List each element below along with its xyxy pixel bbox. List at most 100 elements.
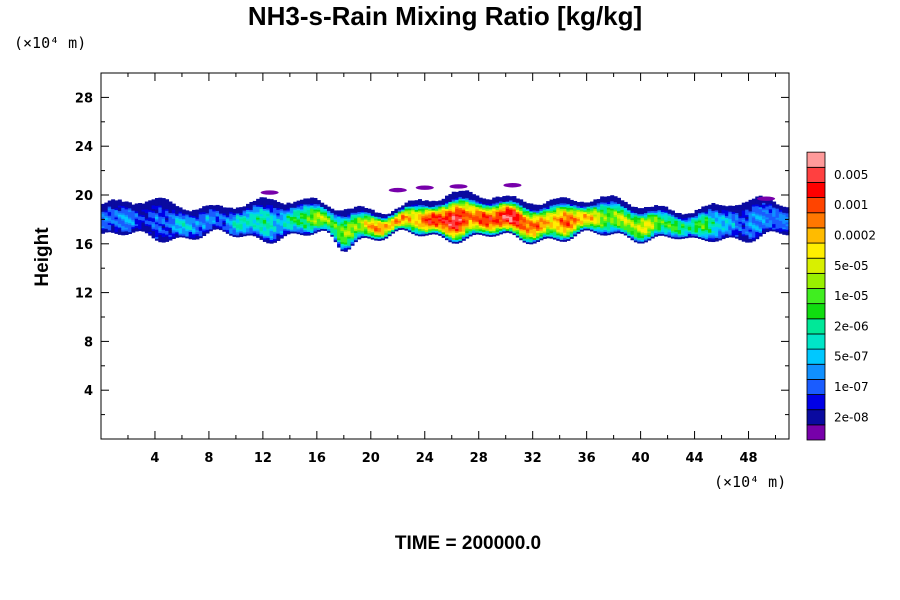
field-cell	[269, 228, 274, 231]
field-cell	[124, 232, 129, 235]
x-tick-label: 48	[739, 451, 757, 466]
field-cell	[330, 212, 335, 215]
field-cell	[455, 202, 460, 206]
field-cell	[296, 220, 301, 224]
field-cell	[633, 216, 638, 219]
field-cell	[347, 239, 352, 243]
field-cell	[286, 215, 291, 218]
field-cell	[117, 205, 122, 208]
field-cell	[262, 237, 267, 241]
field-cell	[131, 210, 136, 213]
field-cell	[714, 207, 719, 211]
field-cell	[495, 214, 500, 218]
field-cell	[391, 212, 396, 216]
field-cell	[333, 237, 338, 241]
field-cell	[283, 208, 288, 211]
field-cell	[478, 230, 483, 234]
field-cell	[198, 226, 203, 229]
field-cell	[471, 230, 476, 234]
field-cell	[235, 207, 240, 210]
field-cell	[468, 217, 473, 220]
field-cell	[724, 230, 729, 233]
field-blob	[415, 185, 434, 190]
field-cell	[620, 200, 625, 203]
field-cell	[515, 200, 520, 203]
field-cell	[347, 228, 352, 232]
field-cell	[434, 212, 439, 215]
field-cell	[289, 218, 294, 221]
field-cell	[330, 219, 335, 223]
field-cell	[266, 215, 271, 218]
field-cell	[519, 237, 524, 241]
field-cell	[458, 205, 463, 208]
field-cell	[603, 218, 608, 221]
field-cell	[687, 213, 692, 216]
field-cell	[161, 203, 166, 206]
field-cell	[259, 235, 264, 239]
field-cell	[269, 200, 274, 204]
field-cell	[306, 198, 311, 201]
field-cell	[202, 224, 207, 227]
field-cell	[337, 232, 342, 235]
field-cell	[657, 220, 662, 224]
field-cell	[431, 202, 436, 206]
field-cell	[721, 227, 726, 230]
field-cell	[633, 239, 638, 243]
field-cell	[161, 234, 166, 238]
contour-field	[101, 183, 790, 252]
field-cell	[640, 228, 645, 231]
field-cell	[559, 206, 564, 209]
field-cell	[205, 209, 210, 212]
field-cell	[556, 218, 561, 221]
field-cell	[445, 228, 449, 232]
field-cell	[701, 233, 706, 237]
field-cell	[670, 228, 675, 232]
field-cell	[684, 219, 689, 222]
field-cell	[424, 213, 429, 216]
field-cell	[421, 230, 426, 233]
field-cell	[657, 211, 662, 214]
field-cell	[114, 213, 119, 216]
field-cell	[212, 221, 217, 225]
field-cell	[711, 219, 716, 222]
field-cell	[768, 219, 773, 223]
field-cell	[708, 212, 713, 215]
field-cell	[546, 228, 551, 231]
field-cell	[475, 226, 480, 230]
field-cell	[256, 209, 261, 213]
y-tick-label: 4	[84, 384, 93, 399]
field-cell	[121, 203, 126, 207]
field-cell	[219, 214, 224, 218]
field-cell	[323, 221, 328, 224]
field-cell	[195, 224, 200, 227]
field-cell	[401, 209, 406, 212]
field-cell	[252, 200, 257, 204]
field-cell	[252, 210, 257, 213]
field-cell	[229, 231, 234, 234]
field-cell	[347, 217, 352, 221]
field-cell	[755, 231, 760, 234]
field-cell	[158, 206, 163, 210]
field-cell	[185, 210, 190, 213]
field-cell	[586, 211, 591, 215]
field-cell	[235, 225, 240, 229]
field-cell	[519, 230, 524, 233]
field-cell	[364, 228, 369, 231]
field-cell	[563, 215, 568, 219]
field-cell	[306, 225, 311, 229]
field-cell	[229, 218, 234, 222]
field-cell	[579, 203, 584, 207]
field-cell	[266, 235, 271, 238]
field-cell	[762, 200, 766, 203]
field-cell	[525, 236, 530, 239]
field-cell	[630, 237, 635, 241]
field-cell	[522, 240, 527, 243]
field-cell	[647, 219, 652, 223]
field-cell	[151, 212, 156, 215]
field-cell	[411, 209, 416, 213]
field-cell	[782, 210, 787, 213]
field-cell	[505, 230, 510, 233]
field-cell	[367, 232, 372, 235]
field-cell	[630, 208, 635, 211]
field-cell	[114, 205, 119, 209]
